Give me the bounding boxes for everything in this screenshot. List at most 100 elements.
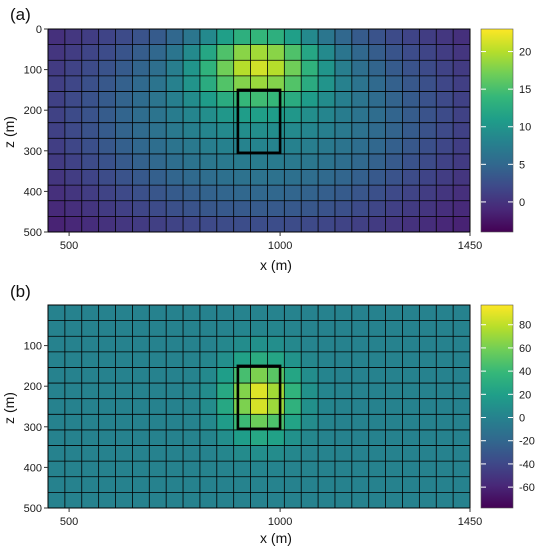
heatmap-cell [233,445,251,462]
heatmap-cell [284,107,302,123]
heatmap-cell [233,476,251,493]
heatmap-cell [64,445,83,462]
heatmap-cell [115,492,133,509]
heatmap-cell [284,122,302,139]
heatmap-cell [199,305,218,321]
heatmap-cell [453,122,471,139]
heatmap-cell [453,414,471,431]
heatmap-cell [436,383,454,399]
heatmap-cell [436,29,454,45]
heatmap-cell [81,29,99,45]
heatmap-cell [166,200,184,217]
heatmap-cell [199,383,218,399]
heatmap-cell [419,461,437,478]
heatmap-cell [115,476,133,493]
heatmap-cell [436,60,454,77]
heatmap-cell [301,383,319,399]
colorbar-a: 0 5 10 15 20 [480,28,531,233]
heatmap-cell [149,185,167,202]
heatmap-cell [115,461,133,478]
heatmap-cell [115,216,133,233]
y-axis-label-a: z (m) [1,116,17,148]
heatmap-cell [199,185,218,202]
gridlines-b [47,304,471,509]
heatmap-cell [216,398,234,415]
x-tick-label: 500 [60,240,78,252]
heatmap-cell [267,107,285,123]
heatmap-cell [453,216,471,233]
heatmap-cell [436,461,454,478]
heatmap-cell [216,351,234,368]
heatmap-cell [132,492,150,509]
heatmap-cell [368,492,386,509]
heatmap-cell [419,122,437,139]
y-tick-label: 400 [24,462,42,474]
heatmap-cell [436,492,454,509]
heatmap-cell [199,60,218,77]
heatmap-cell [351,351,370,368]
heatmap-cell [149,60,167,77]
heatmap-cell [368,169,386,186]
heatmap-cell [284,320,302,337]
heatmap-cell [419,492,437,509]
heatmap-cell [48,153,66,170]
heatmap-cell [98,383,116,399]
heatmap-cell [301,216,319,233]
heatmap-cell [436,414,454,431]
heatmap-cell [453,75,471,92]
heatmap-cell [250,383,268,399]
heatmap-cell [334,216,353,233]
heatmap-cell [64,492,83,509]
heatmap-cell [385,185,403,202]
heatmap-cell [318,107,336,123]
heatmap-cell [385,29,403,45]
heatmap-cell [48,367,66,384]
heatmap-cell [115,445,133,462]
heatmap-cell [351,461,370,478]
heatmap-cell [436,320,454,337]
heatmap-cell [183,305,201,321]
heatmap-cell [149,414,167,431]
heatmap-cell [149,461,167,478]
heatmap-cell [334,153,353,170]
heatmap-cell [334,305,353,321]
heatmap-cell [81,305,99,321]
heatmap-cell [81,476,99,493]
heatmap-cell [48,414,66,431]
heatmap-cell [368,200,386,217]
heatmap-cell [183,91,201,108]
heatmap-cell [402,91,420,108]
heatmap-cell [98,320,116,337]
x-tick-label: 1450 [458,516,482,528]
heatmap-cell [402,445,420,462]
heatmap-cell [436,200,454,217]
heatmap-cell [98,461,116,478]
heatmap-cell [334,383,353,399]
heatmap-cell [132,383,150,399]
heatmap-cell [81,398,99,415]
heatmap-cell [351,445,370,462]
heatmap-cell [402,200,420,217]
heatmap-cell [419,107,437,123]
heatmap-cell [166,320,184,337]
heatmap-cell [48,91,66,108]
heatmap-cell [233,185,251,202]
heatmap-cell [149,429,167,446]
heatmap-cell [183,367,201,384]
heatmap-cell [166,398,184,415]
heatmap-cell [183,107,201,123]
heatmap-cell [436,75,454,92]
heatmap-cell [132,367,150,384]
heatmap-cell [98,153,116,170]
heatmap-cell [166,91,184,108]
heatmap-cell [436,367,454,384]
y-tick-label: 300 [24,422,42,434]
heatmap-cell [149,200,167,217]
heatmap-cell [132,305,150,321]
heatmap-cell [419,445,437,462]
heatmap-cell [385,91,403,108]
heatmap-cell [284,75,302,92]
heatmap-cell [233,200,251,217]
heatmap-cell [250,29,268,45]
